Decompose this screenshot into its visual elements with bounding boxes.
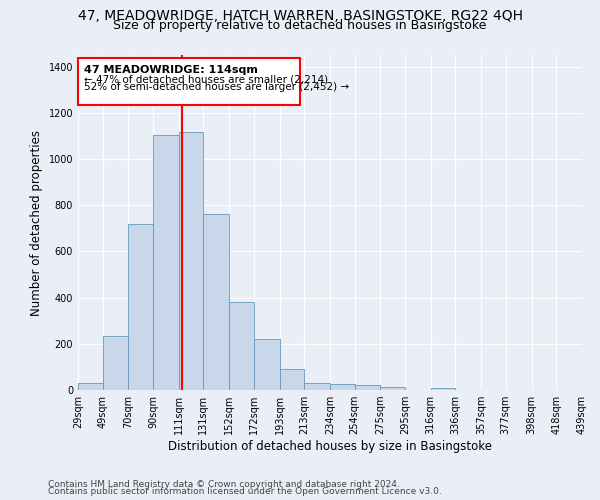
Bar [179,132,203,390]
Text: Size of property relative to detached houses in Basingstoke: Size of property relative to detached ho… [113,19,487,32]
Text: 47 MEADOWRIDGE: 114sqm: 47 MEADOWRIDGE: 114sqm [84,65,258,75]
Bar [203,214,229,390]
Bar [78,383,103,390]
Bar [254,339,280,390]
Bar [103,336,128,390]
Bar [380,386,405,390]
Bar [431,388,455,390]
Text: ← 47% of detached houses are smaller (2,214): ← 47% of detached houses are smaller (2,… [84,74,328,84]
Bar [128,224,153,390]
Bar [153,134,179,390]
X-axis label: Distribution of detached houses by size in Basingstoke: Distribution of detached houses by size … [168,440,492,453]
Text: 47, MEADOWRIDGE, HATCH WARREN, BASINGSTOKE, RG22 4QH: 47, MEADOWRIDGE, HATCH WARREN, BASINGSTO… [77,9,523,23]
Bar [280,369,304,390]
Bar [330,384,355,390]
FancyBboxPatch shape [78,58,301,104]
Text: 52% of semi-detached houses are larger (2,452) →: 52% of semi-detached houses are larger (… [84,82,349,92]
Bar [229,302,254,390]
Text: Contains public sector information licensed under the Open Government Licence v3: Contains public sector information licen… [48,487,442,496]
Bar [355,386,380,390]
Y-axis label: Number of detached properties: Number of detached properties [30,130,43,316]
Text: Contains HM Land Registry data © Crown copyright and database right 2024.: Contains HM Land Registry data © Crown c… [48,480,400,489]
Bar [304,383,330,390]
